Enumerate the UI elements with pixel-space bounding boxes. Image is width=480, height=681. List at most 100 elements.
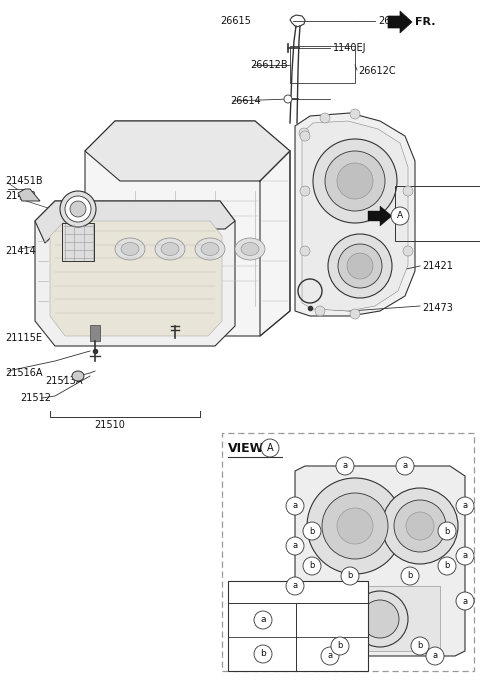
Text: a: a — [292, 541, 298, 550]
Text: 26611: 26611 — [378, 16, 409, 26]
Text: 26615: 26615 — [220, 16, 251, 26]
Bar — [228, 581, 368, 671]
Text: a: a — [402, 462, 408, 471]
Circle shape — [391, 207, 409, 225]
Circle shape — [382, 488, 458, 564]
Text: b: b — [309, 526, 315, 535]
Text: b: b — [348, 571, 353, 580]
Text: VIEW: VIEW — [228, 443, 264, 456]
Circle shape — [337, 508, 373, 544]
Circle shape — [303, 522, 321, 540]
Polygon shape — [35, 201, 235, 243]
Text: 21512: 21512 — [20, 393, 51, 403]
Ellipse shape — [72, 371, 84, 381]
Bar — [290, 46, 355, 83]
Text: a: a — [327, 652, 333, 661]
Circle shape — [350, 109, 360, 119]
Polygon shape — [85, 121, 290, 181]
Circle shape — [286, 537, 304, 555]
Text: a: a — [462, 597, 468, 605]
Circle shape — [286, 577, 304, 595]
Text: a: a — [462, 501, 468, 511]
Circle shape — [331, 637, 349, 655]
Circle shape — [300, 131, 310, 141]
Polygon shape — [35, 201, 235, 346]
Ellipse shape — [235, 238, 265, 260]
Text: 21516A: 21516A — [5, 368, 43, 378]
Polygon shape — [85, 121, 290, 336]
Text: 1140GD: 1140GD — [308, 615, 348, 625]
Circle shape — [456, 547, 474, 565]
Text: 21414: 21414 — [5, 246, 36, 256]
Circle shape — [307, 478, 403, 574]
Text: a: a — [462, 552, 468, 560]
Text: SYMBOL: SYMBOL — [243, 587, 283, 597]
Text: 21451B: 21451B — [5, 176, 43, 186]
Bar — [320, 586, 440, 651]
Ellipse shape — [60, 191, 96, 227]
Text: b: b — [260, 650, 266, 659]
Circle shape — [394, 500, 446, 552]
Circle shape — [320, 113, 330, 123]
Circle shape — [313, 139, 397, 223]
Polygon shape — [388, 11, 412, 33]
Text: 26612C: 26612C — [358, 66, 396, 76]
Ellipse shape — [115, 238, 145, 260]
Circle shape — [401, 567, 419, 585]
Text: a: a — [432, 652, 438, 661]
Text: 21421: 21421 — [422, 261, 453, 271]
Polygon shape — [295, 113, 415, 316]
Ellipse shape — [161, 242, 179, 255]
Polygon shape — [295, 466, 465, 656]
Circle shape — [350, 309, 360, 319]
Text: 21513A: 21513A — [45, 376, 83, 386]
Text: 21510: 21510 — [95, 420, 125, 430]
Ellipse shape — [241, 242, 259, 255]
Circle shape — [321, 647, 339, 665]
Text: 1140ER: 1140ER — [309, 649, 347, 659]
Text: b: b — [337, 642, 343, 650]
Ellipse shape — [195, 238, 225, 260]
Circle shape — [438, 557, 456, 575]
Circle shape — [361, 600, 399, 638]
Circle shape — [403, 186, 413, 196]
Circle shape — [411, 637, 429, 655]
Text: b: b — [408, 571, 413, 580]
Circle shape — [406, 512, 434, 540]
Text: a: a — [292, 501, 298, 511]
Bar — [222, 433, 474, 671]
Text: A: A — [397, 212, 403, 221]
Text: 1140EJ: 1140EJ — [333, 43, 367, 53]
Ellipse shape — [201, 242, 219, 255]
Bar — [62, 223, 94, 261]
Bar — [395, 186, 480, 241]
Text: b: b — [309, 562, 315, 571]
Circle shape — [254, 645, 272, 663]
Circle shape — [286, 497, 304, 515]
Circle shape — [284, 95, 292, 103]
Circle shape — [341, 567, 359, 585]
Text: 21443: 21443 — [5, 191, 36, 201]
Text: 21473: 21473 — [422, 303, 453, 313]
Circle shape — [336, 457, 354, 475]
Circle shape — [396, 457, 414, 475]
Text: b: b — [444, 526, 450, 535]
Polygon shape — [368, 206, 392, 226]
Circle shape — [347, 253, 373, 279]
Text: a: a — [260, 616, 266, 624]
Text: 26614: 26614 — [230, 96, 261, 106]
Ellipse shape — [70, 201, 86, 217]
Circle shape — [300, 246, 310, 256]
Ellipse shape — [155, 238, 185, 260]
Ellipse shape — [65, 196, 91, 222]
Text: FR.: FR. — [415, 17, 435, 27]
Bar — [90, 325, 100, 341]
Circle shape — [254, 611, 272, 629]
Text: 21115E: 21115E — [5, 333, 42, 343]
Text: b: b — [444, 562, 450, 571]
Circle shape — [261, 439, 279, 457]
Text: A: A — [267, 443, 273, 453]
Circle shape — [338, 244, 382, 288]
Circle shape — [322, 493, 388, 559]
Circle shape — [325, 151, 385, 211]
